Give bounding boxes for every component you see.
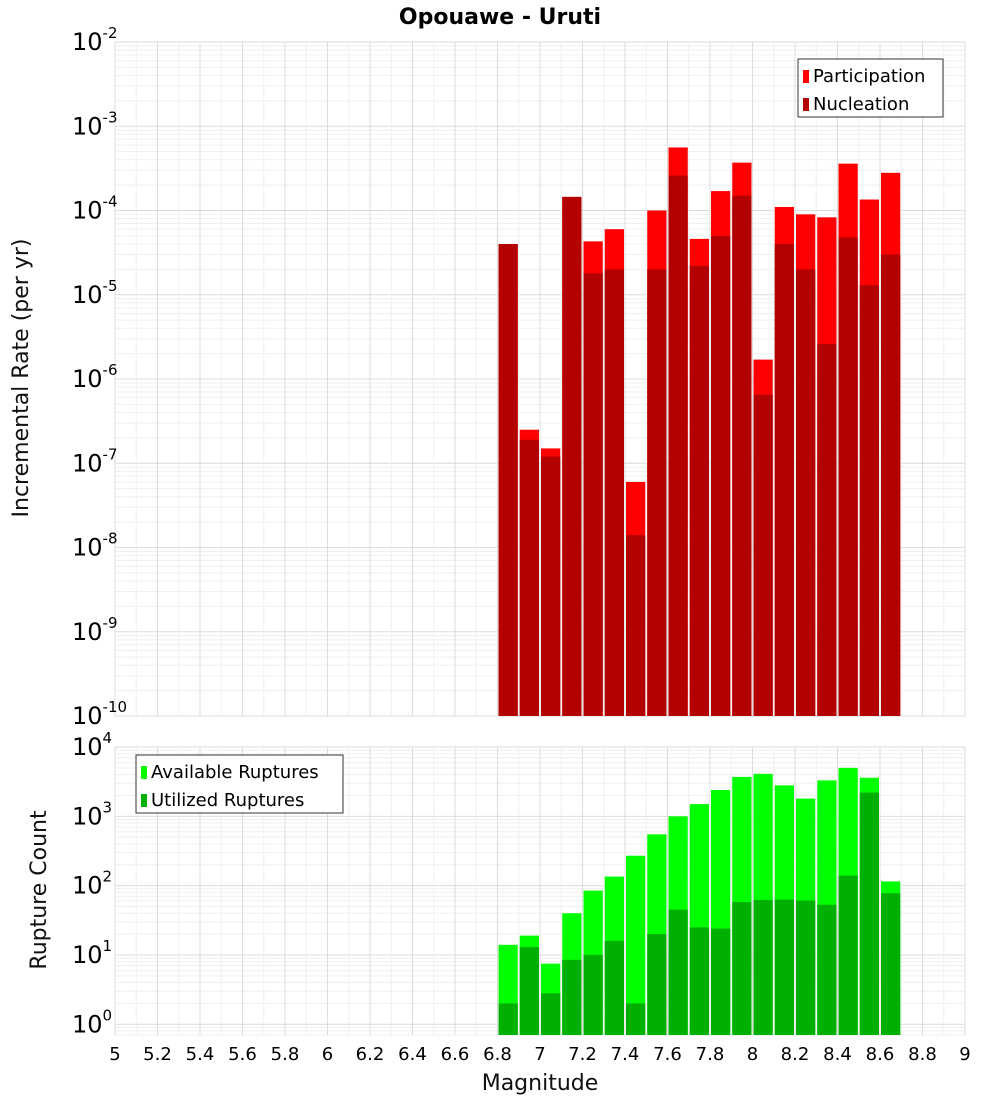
bottom-bar-utilized-ruptures <box>817 904 837 1035</box>
top-bar-nucleation <box>796 269 816 716</box>
top-bar-nucleation <box>498 244 518 717</box>
top-bar-nucleation <box>881 254 901 716</box>
top-bar-nucleation <box>626 535 646 716</box>
bottom-y-axis-label: Rupture Count <box>27 810 52 970</box>
x-tick-label: 8.6 <box>866 1044 895 1065</box>
x-axis-label: Magnitude <box>482 1071 599 1096</box>
x-tick-label: 5.8 <box>271 1044 300 1065</box>
top-y-tick-label: 10-10 <box>72 698 127 730</box>
bottom-bar-utilized-ruptures <box>689 927 709 1035</box>
top-legend-swatch <box>803 98 809 111</box>
bottom-bar-utilized-ruptures <box>647 934 667 1035</box>
bottom-bar-utilized-ruptures <box>753 900 773 1035</box>
bottom-legend-swatch <box>141 794 147 807</box>
x-tick-label: 6 <box>322 1044 333 1065</box>
x-tick-label: 6.8 <box>483 1044 512 1065</box>
x-tick-label: 5.2 <box>143 1044 172 1065</box>
top-y-tick-label: 10-5 <box>72 277 118 309</box>
bottom-bar-utilized-ruptures <box>859 792 879 1035</box>
x-tick-label: 6.6 <box>441 1044 470 1065</box>
top-bar-nucleation <box>519 439 539 716</box>
bottom-bar-utilized-ruptures <box>838 875 858 1035</box>
bottom-bar-utilized-ruptures <box>562 959 582 1035</box>
top-bar-nucleation <box>689 265 709 716</box>
top-bar-nucleation <box>838 237 858 717</box>
top-bar-nucleation <box>774 244 794 717</box>
bottom-y-tick-label: 102 <box>72 868 112 900</box>
bottom-bar-available-ruptures <box>626 855 646 1035</box>
bottom-y-tick-label: 103 <box>72 798 112 830</box>
top-y-tick-label: 10-9 <box>72 614 118 646</box>
top-legend-label: Participation <box>813 66 925 87</box>
top-bar-nucleation <box>817 344 837 716</box>
top-bar-nucleation <box>541 456 561 716</box>
x-tick-label: 7.8 <box>696 1044 725 1065</box>
bottom-bar-utilized-ruptures <box>519 947 539 1035</box>
top-bar-nucleation <box>583 273 603 716</box>
bottom-y-tick-label: 104 <box>72 729 112 761</box>
top-bar-nucleation <box>711 235 731 717</box>
top-bar-nucleation <box>753 394 773 716</box>
top-legend: Participation Nucleation <box>797 58 944 118</box>
x-tick-label: 5.6 <box>228 1044 257 1065</box>
bottom-legend-label: Available Ruptures <box>151 762 319 783</box>
bottom-y-tick-label: 101 <box>72 937 112 969</box>
x-tick-label: 7.4 <box>611 1044 640 1065</box>
bottom-y-tick-label: 100 <box>72 1006 112 1038</box>
x-tick-label: 8.4 <box>823 1044 852 1065</box>
bottom-legend-label: Utilized Ruptures <box>151 790 304 811</box>
top-bar-nucleation <box>859 285 879 716</box>
x-tick-label: 8.8 <box>908 1044 937 1065</box>
bottom-bar-utilized-ruptures <box>711 928 731 1035</box>
top-legend-label: Nucleation <box>813 94 909 115</box>
bottom-bar-utilized-ruptures <box>541 993 561 1035</box>
x-tick-label: 8 <box>747 1044 758 1065</box>
top-y-axis-label: Incremental Rate (per yr) <box>9 239 34 518</box>
top-bar-nucleation <box>732 195 752 716</box>
participation-nucleation-panel: 10-10 10-9 10-8 10-7 10-6 10-5 10-4 10-3 10-2 Par… <box>72 24 966 730</box>
x-tick-label: 5.4 <box>186 1044 215 1065</box>
bottom-legend-swatch <box>141 766 147 779</box>
bottom-bar-utilized-ruptures <box>668 909 688 1035</box>
bottom-bar-utilized-ruptures <box>881 893 901 1035</box>
top-y-tick-label: 10-7 <box>72 445 118 477</box>
rupture-count-panel: 100 101 102 103 104 Available Ruptures Utilize… <box>72 729 971 1065</box>
top-bar-nucleation <box>562 196 582 717</box>
top-y-tick-label: 10-2 <box>72 24 118 56</box>
top-legend-box <box>797 58 944 118</box>
x-tick-label: 6.2 <box>356 1044 385 1065</box>
bottom-bar-utilized-ruptures <box>498 1003 518 1035</box>
x-tick-label: 5 <box>109 1044 120 1065</box>
top-bar-nucleation <box>647 269 667 716</box>
chart-title: Opouawe - Uruti <box>399 5 601 30</box>
x-tick-label: 7.2 <box>568 1044 597 1065</box>
x-tick-label: 7.6 <box>653 1044 682 1065</box>
bottom-bar-utilized-ruptures <box>732 902 752 1035</box>
top-y-tick-label: 10-3 <box>72 108 118 140</box>
top-bar-nucleation <box>668 175 688 716</box>
bottom-legend: Available Ruptures Utilized Ruptures <box>135 754 344 814</box>
x-tick-label: 9 <box>959 1044 970 1065</box>
bottom-bar-utilized-ruptures <box>583 954 603 1035</box>
x-tick-label: 7 <box>534 1044 545 1065</box>
x-tick-label: 6.4 <box>398 1044 427 1065</box>
top-legend-swatch <box>803 70 809 83</box>
bottom-bar-utilized-ruptures <box>796 900 816 1035</box>
bottom-bar-utilized-ruptures <box>626 1003 646 1035</box>
bottom-bar-utilized-ruptures <box>604 940 624 1035</box>
x-tick-label: 8.2 <box>781 1044 810 1065</box>
top-y-tick-label: 10-8 <box>72 530 118 562</box>
top-y-tick-label: 10-6 <box>72 361 118 393</box>
bottom-bar-utilized-ruptures <box>774 899 794 1035</box>
top-bar-nucleation <box>604 269 624 716</box>
bottom-legend-box <box>135 754 344 814</box>
top-y-tick-label: 10-4 <box>72 193 118 225</box>
